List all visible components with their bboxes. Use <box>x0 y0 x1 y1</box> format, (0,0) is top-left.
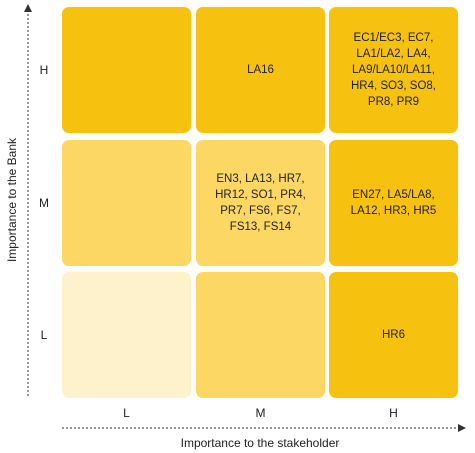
cell-medium-bank-low-stakeholder <box>62 140 191 266</box>
x-tick-high: H <box>389 406 398 420</box>
y-axis-arrow <box>24 4 32 12</box>
cell-high-bank-high-stakeholder: EC1/EC3, EC7, LA1/LA2, LA4, LA9/LA10/LA1… <box>329 7 458 133</box>
cell-high-bank-medium-stakeholder: LA16 <box>196 7 325 133</box>
x-axis-arrow <box>458 424 466 432</box>
cell-text: EC1/EC3, EC7, LA1/LA2, LA4, LA9/LA10/LA1… <box>350 32 436 108</box>
cell-text: HR6 <box>381 329 405 341</box>
cell-low-bank-high-stakeholder: HR6 <box>329 272 458 398</box>
cell-high-bank-low-stakeholder <box>62 7 191 133</box>
cell-text: EN27, LA5/LA8, LA12, HR3, HR5 <box>350 189 437 217</box>
y-axis-label: Importance to the Bank <box>5 137 19 263</box>
x-axis-label: Importance to the stakeholder <box>180 436 340 450</box>
cell-medium-bank-medium-stakeholder: EN3, LA13, HR7, HR12, SO1, PR4, PR7, FS6… <box>196 140 325 266</box>
y-tick-medium: M <box>39 196 49 210</box>
x-tick-medium: M <box>255 406 266 420</box>
cell-medium-bank-high-stakeholder: EN27, LA5/LA8, LA12, HR3, HR5 <box>329 140 458 266</box>
y-tick-low: L <box>40 328 48 342</box>
cell-low-bank-low-stakeholder <box>62 272 191 398</box>
cell-text: LA16 <box>247 64 274 76</box>
x-tick-low: L <box>123 406 130 420</box>
y-tick-high: H <box>39 63 49 77</box>
cell-text: EN3, LA13, HR7, HR12, SO1, PR4, PR7, FS6… <box>215 173 306 233</box>
cell-low-bank-medium-stakeholder <box>196 272 325 398</box>
